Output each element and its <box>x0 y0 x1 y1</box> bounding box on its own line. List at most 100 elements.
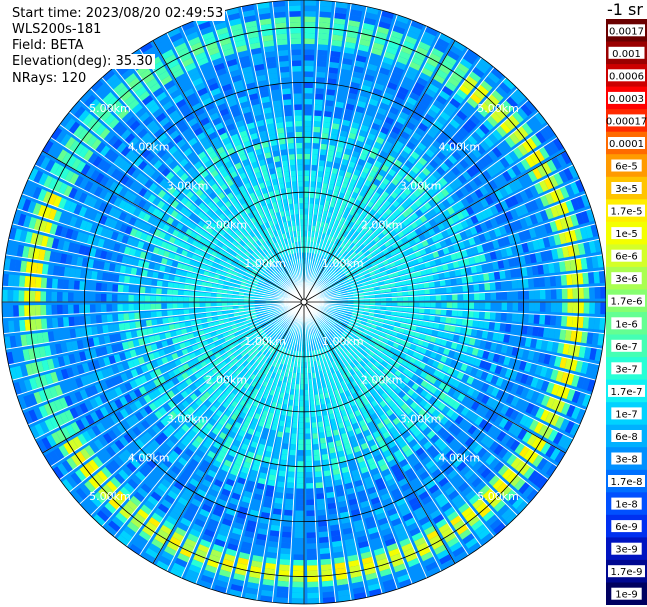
range-gate-bin <box>282 99 292 106</box>
range-gate-bin <box>324 319 330 324</box>
range-gate-bin <box>535 407 545 419</box>
range-gate-bin <box>89 304 96 314</box>
range-gate-bin <box>95 315 102 324</box>
range-gate-bin <box>415 326 423 332</box>
range-gate-bin <box>106 304 113 313</box>
range-gate-bin <box>394 386 402 395</box>
range-gate-bin <box>599 317 606 331</box>
range-gate-bin <box>291 71 302 78</box>
range-gate-bin <box>307 592 320 599</box>
range-gate-bin <box>479 339 487 349</box>
range-gate-bin <box>276 39 288 46</box>
range-gate-bin <box>307 559 318 566</box>
range-gate-bin <box>490 342 498 351</box>
range-gate-bin <box>307 587 320 593</box>
range-gate-bin <box>340 361 346 369</box>
range-gate-bin <box>35 305 41 317</box>
range-gate-bin <box>292 576 304 582</box>
range-gate-bin <box>506 471 518 484</box>
range-gate-bin <box>465 452 476 464</box>
range-gate-bin <box>370 496 381 505</box>
range-gate-bin <box>305 461 313 467</box>
range-gate-bin <box>353 519 364 527</box>
range-gate-bin <box>441 445 452 456</box>
range-gate-bin <box>581 331 588 344</box>
range-gate-bin <box>424 334 432 342</box>
range-gate-bin <box>371 371 378 379</box>
range-gate-bin <box>326 350 332 357</box>
range-gate-bin <box>395 316 402 322</box>
range-gate-bin <box>112 274 120 283</box>
range-gate-bin <box>348 498 358 506</box>
range-gate-bin <box>358 326 365 332</box>
range-gate-bin <box>446 309 453 316</box>
range-gate-bin <box>306 515 316 522</box>
range-gate-bin <box>67 292 74 302</box>
range-gate-bin <box>210 298 217 302</box>
range-gate-bin <box>571 390 581 404</box>
range-gate-bin <box>24 305 30 317</box>
range-gate-bin <box>444 324 451 332</box>
range-gate-bin <box>287 143 295 150</box>
range-gate-bin <box>128 285 135 294</box>
range-gate-bin <box>319 324 324 330</box>
range-gate-bin <box>360 551 373 560</box>
range-gate-bin <box>339 368 346 375</box>
range-gate-bin <box>467 472 479 484</box>
range-gate-bin <box>313 449 321 456</box>
range-gate-bin <box>382 337 390 344</box>
range-gate-bin <box>57 279 64 290</box>
range-gate-bin <box>438 523 451 534</box>
range-gate-bin <box>319 348 324 354</box>
range-gate-bin <box>343 353 349 360</box>
range-gate-bin <box>330 319 337 325</box>
range-gate-bin <box>561 302 568 313</box>
range-gate-bin <box>388 458 398 468</box>
range-gate-bin <box>413 506 425 516</box>
range-gate-bin <box>450 515 463 526</box>
range-gate-bin <box>401 312 408 318</box>
range-gate-bin <box>395 473 406 482</box>
range-gate-bin <box>419 333 426 340</box>
range-gate-bin <box>296 148 303 154</box>
range-gate-bin <box>434 544 447 555</box>
range-gate-bin <box>484 437 495 449</box>
range-gate-bin <box>334 313 340 318</box>
range-gate-bin <box>289 455 296 461</box>
range-gate-bin <box>13 320 20 333</box>
range-gate-bin <box>546 381 555 394</box>
range-gate-bin <box>484 311 491 320</box>
range-gate-bin <box>498 417 509 429</box>
range-gate-bin <box>490 496 502 508</box>
range-gate-bin <box>554 355 562 368</box>
range-gate-bin <box>522 348 530 360</box>
range-gate-bin <box>128 312 135 321</box>
range-gate-bin <box>316 337 320 344</box>
range-gate-bin <box>521 325 528 335</box>
range-gate-bin <box>387 351 395 358</box>
range-gate-bin <box>304 115 312 121</box>
range-gate-bin <box>435 472 446 483</box>
range-gate-bin <box>586 362 594 376</box>
range-gate-bin <box>329 349 335 356</box>
range-gate-bin <box>531 436 542 449</box>
range-gate-bin <box>298 428 304 434</box>
range-gate-bin <box>578 345 586 359</box>
range-gate-bin <box>290 43 302 50</box>
range-gate-bin <box>504 489 517 502</box>
range-gate-bin <box>322 586 335 593</box>
range-gate-bin <box>502 450 513 463</box>
range-gate-bin <box>330 329 336 335</box>
range-gate-bin <box>89 293 96 302</box>
range-gate-bin <box>293 109 302 116</box>
range-gate-bin <box>334 434 341 442</box>
range-gate-bin <box>221 298 228 302</box>
range-gate-bin <box>362 471 371 479</box>
range-gate-bin <box>304 54 315 61</box>
range-gate-bin <box>437 330 444 338</box>
range-gate-bin <box>516 500 529 514</box>
range-gate-bin <box>306 493 315 500</box>
range-gate-bin <box>306 548 318 555</box>
range-gate-bin <box>354 321 361 326</box>
range-gate-bin <box>316 493 325 500</box>
